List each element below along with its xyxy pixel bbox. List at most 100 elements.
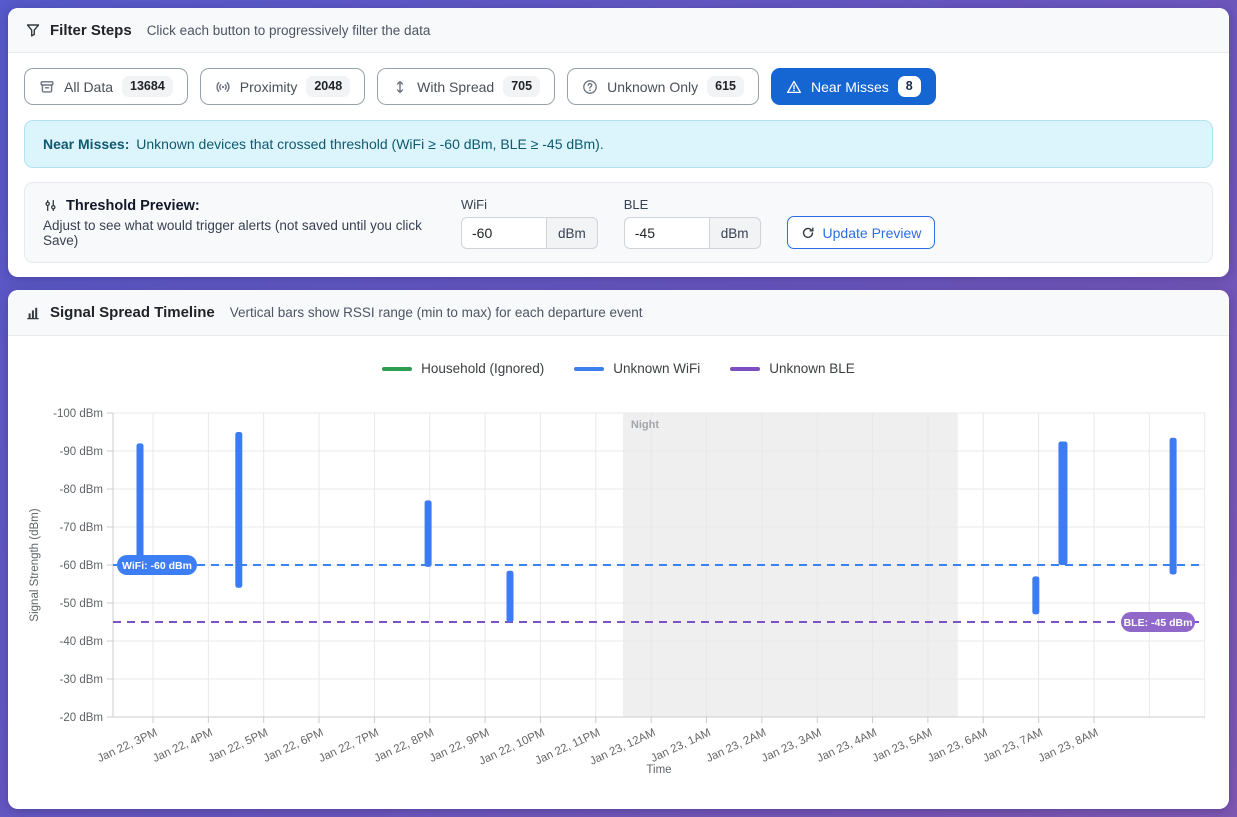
filter-button-all-data[interactable]: All Data 13684 (24, 68, 188, 105)
y-tick-label: -60 dBm (60, 560, 103, 572)
radio-waves-icon (215, 79, 231, 95)
threshold-preview-title: Threshold Preview: (66, 197, 200, 214)
y-tick-label: -100 dBm (53, 408, 103, 420)
rssi-range-bar (136, 443, 144, 573)
update-preview-button[interactable]: Update Preview (786, 216, 936, 249)
x-tick-label: Jan 23, 5AM (871, 727, 935, 765)
wifi-threshold-input[interactable] (461, 217, 546, 249)
filter-button-label: Near Misses (810, 78, 889, 95)
question-circle-icon (582, 79, 598, 95)
count-badge: 8 (897, 76, 921, 97)
x-axis-title: Time (646, 764, 671, 776)
filter-button-label: Unknown Only (607, 78, 699, 95)
database-icon (39, 79, 55, 95)
wifi-threshold-group: WiFi dBm (461, 197, 598, 249)
filter-button-unknown-only[interactable]: Unknown Only 615 (567, 68, 759, 105)
arrows-vertical-icon (392, 79, 408, 95)
filter-button-near-misses[interactable]: Near Misses 8 (770, 68, 936, 105)
x-tick-label: Jan 22, 6PM (262, 727, 326, 765)
x-tick-label: Jan 23, 1AM (649, 727, 713, 765)
filter-steps-header: Filter Steps Click each button to progre… (8, 8, 1229, 53)
filter-button-label: With Spread (417, 78, 495, 95)
ble-threshold-label: BLE (623, 197, 649, 212)
x-tick-label: Jan 23, 7AM (981, 727, 1045, 765)
filter-steps-card: Filter Steps Click each button to progre… (8, 8, 1229, 277)
near-misses-banner-text: Unknown devices that crossed threshold (… (136, 136, 604, 152)
count-badge: 705 (503, 76, 541, 97)
x-tick-label: Jan 22, 8PM (372, 727, 436, 765)
sliders-icon (43, 198, 58, 213)
x-tick-label: Jan 23, 3AM (760, 727, 824, 765)
filter-steps-title: Filter Steps (50, 21, 132, 39)
warning-triangle-icon (786, 79, 802, 95)
wifi-threshold-unit: dBm (546, 217, 598, 249)
ble-threshold-group: BLE dBm (623, 197, 761, 249)
chart-legend: Household (Ignored) Unknown WiFi Unknown B… (8, 361, 1229, 376)
x-tick-label: Jan 22, 3PM (96, 727, 160, 765)
filter-button-with-spread[interactable]: With Spread 705 (377, 68, 556, 105)
y-tick-label: -90 dBm (60, 446, 103, 458)
rssi-range-bar (506, 570, 514, 622)
legend-swatch (382, 366, 413, 371)
y-tick-label: -80 dBm (60, 484, 103, 496)
legend-item-household-ignored-[interactable]: Household (Ignored) (382, 361, 544, 376)
rssi-range-bar (1032, 576, 1040, 615)
svg-text:BLE: -45 dBm: BLE: -45 dBm (1124, 617, 1193, 629)
rssi-range-bar (1169, 437, 1177, 575)
signal-spread-chart: Household (Ignored) Unknown WiFi Unknown B… (8, 336, 1229, 809)
y-tick-label: -70 dBm (60, 522, 103, 534)
legend-item-unknown-ble[interactable]: Unknown BLE (730, 361, 855, 376)
x-tick-label: Jan 22, 4PM (151, 727, 215, 765)
funnel-icon (25, 22, 41, 38)
x-tick-label: Jan 23, 2AM (705, 727, 769, 765)
legend-item-unknown-wifi[interactable]: Unknown WiFi (574, 361, 700, 376)
svg-text:WiFi: -60 dBm: WiFi: -60 dBm (122, 560, 192, 572)
chart-canvas: -100 dBm -90 dBm -80 dBm -70 dBm -60 dBm -50 … (29, 408, 1206, 776)
filter-button-label: All Data (64, 78, 114, 95)
rssi-range-bar (1058, 441, 1068, 565)
count-badge: 2048 (306, 76, 351, 97)
x-tick-label: Jan 22, 7PM (317, 727, 381, 765)
update-preview-label: Update Preview (822, 224, 922, 241)
near-misses-banner-title: Near Misses: (43, 136, 130, 152)
y-tick-label: -30 dBm (60, 674, 103, 686)
y-axis-title: Signal Strength (dBm) (29, 508, 41, 621)
threshold-preview-subtitle: Adjust to see what would trigger alerts … (43, 217, 422, 248)
y-tick-label: -50 dBm (60, 598, 103, 610)
legend-label: Unknown WiFi (613, 361, 701, 376)
count-badge: 13684 (122, 76, 173, 97)
threshold-preview-text: Threshold Preview: Adjust to see what wo… (43, 198, 435, 248)
legend-label: Unknown BLE (769, 361, 855, 376)
near-misses-banner: Near Misses: Unknown devices that crosse… (24, 120, 1213, 168)
x-tick-label: Jan 23, 4AM (815, 727, 879, 765)
bar-chart-icon (25, 305, 41, 321)
filter-button-proximity[interactable]: Proximity 2048 (199, 68, 366, 105)
y-tick-label: -20 dBm (60, 712, 103, 724)
ble-threshold-input[interactable] (623, 217, 709, 249)
signal-spread-subtitle: Vertical bars show RSSI range (min to ma… (229, 305, 643, 320)
wifi-threshold-label: WiFi (461, 197, 487, 212)
filter-button-label: Proximity (239, 78, 298, 95)
signal-spread-title: Signal Spread Timeline (50, 304, 215, 321)
wifi-threshold-label (117, 555, 197, 575)
legend-swatch (730, 366, 761, 371)
signal-spread-header: Signal Spread Timeline Vertical bars sho… (8, 290, 1229, 336)
rssi-range-bar (424, 500, 432, 567)
ble-threshold-label (1121, 612, 1195, 632)
filter-steps-subtitle: Click each button to progressively filte… (146, 22, 431, 38)
threshold-preview-panel: Threshold Preview: Adjust to see what wo… (24, 182, 1213, 263)
filter-buttons-row: All Data 13684 Proximity 2048 With Spread 705… (24, 68, 1213, 105)
legend-swatch (574, 366, 605, 371)
x-tick-label: Jan 22, 5PM (206, 727, 270, 765)
signal-spread-card: Signal Spread Timeline Vertical bars sho… (8, 290, 1229, 809)
night-label: Night (631, 419, 659, 431)
count-badge: 615 (707, 76, 744, 97)
legend-label: Household (Ignored) (421, 361, 545, 376)
refresh-icon (801, 226, 815, 240)
rssi-range-bar (235, 432, 243, 588)
x-tick-label: Jan 23, 8AM (1037, 727, 1101, 765)
y-tick-label: -40 dBm (60, 636, 103, 648)
x-tick-label: Jan 23, 6AM (926, 727, 990, 765)
ble-threshold-unit: dBm (708, 217, 761, 249)
